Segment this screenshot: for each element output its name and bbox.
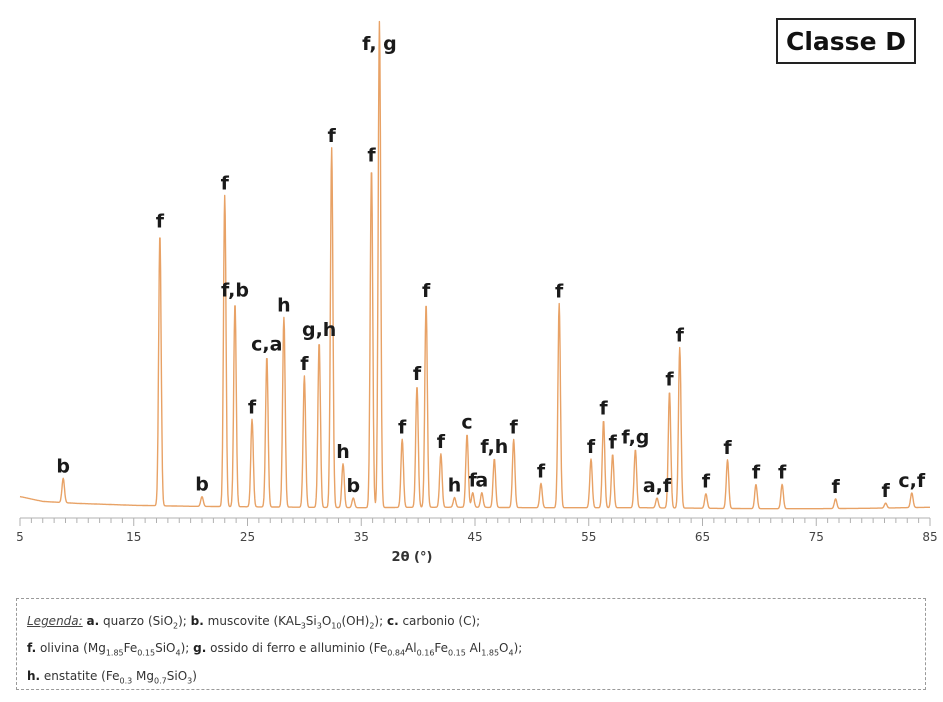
legend-subscript: 3 [300,621,306,631]
legend-subscript: 0.3 [119,676,133,686]
legend-subscript: 0.7 [154,676,167,686]
peak-label: f [248,396,257,418]
legend-line-1: Legenda: a. quarzo (SiO2); b. muscovite … [27,610,915,637]
legend-key: f. [27,641,37,656]
peak-label: f [437,431,446,453]
x-tick-label: 15 [126,530,141,544]
peak-label: b [195,474,209,496]
legend-subscript: 3 [187,676,193,686]
legend-subscript: 2 [369,621,375,631]
peak-label: f [328,125,337,147]
peak-label: f,g [621,426,649,448]
legend-key: c. [386,614,399,628]
peak-label: h [277,295,291,317]
legend-key: b. [190,614,204,628]
peak-label: a,f [643,475,672,497]
peak-label: f [413,363,422,385]
peak-label: f [156,211,165,233]
legend-subscript: 0.16 [416,648,435,658]
peak-label: h [448,475,462,497]
peak-label: c,a [251,333,282,355]
peak-label: f [510,417,519,439]
peak-label: f,b [221,280,249,302]
peak-label: f [300,353,309,375]
x-tick-label: 45 [467,530,482,544]
legend-subscript: 1.85 [105,648,124,658]
panel-label: Classe D [776,18,916,64]
peak-label: f [469,470,478,492]
peak-label: f [778,461,787,483]
x-tick-label: 5 [16,530,24,544]
legend-line-1-content: a. quarzo (SiO2); b. muscovite (KAL3Si3O… [86,614,481,631]
peak-label: f [537,460,546,482]
peak-label: f [555,281,564,303]
diffraction-pattern-line [19,20,931,510]
peak-label: f [599,397,608,419]
legend-subscript: 2 [173,621,179,631]
peak-label: a [475,470,488,492]
legend-key: g. [193,641,207,656]
peak-label: c,f [898,470,925,492]
x-tick-label: 75 [809,530,824,544]
x-tick-label: 65 [695,530,710,544]
peak-label: f [608,431,617,453]
peak-label: f [221,173,230,195]
x-tick-label: 55 [581,530,596,544]
peak-label: h [336,441,350,463]
peak-label: f [702,471,711,493]
peak-label: f, g [362,33,397,55]
peak-label: f [881,480,890,502]
peak-label: f [831,476,840,498]
peak-label: f [587,436,596,458]
legend-title: Legenda: [27,614,83,628]
legend-subscript: 0.15 [137,648,156,658]
peak-label: f [723,437,732,459]
peak-label: g,h [302,319,336,341]
peak-label: f [676,325,685,347]
legend-line-3: h. enstatite (Fe0.3 Mg0.7SiO3) [27,668,197,686]
legend-subscript: 0.84 [387,648,406,658]
peak-label: f [752,461,761,483]
x-tick-label: 85 [922,530,937,544]
legend-key: h. [27,668,41,683]
legend-box: Legenda: a. quarzo (SiO2); b. muscovite … [16,598,926,690]
x-tick-label: 35 [354,530,369,544]
peak-label: f,h [480,436,508,458]
legend-subscript: 4 [175,648,181,658]
legend-subscript: 0.15 [448,648,466,658]
peak-label: b [346,475,360,497]
peak-label: b [56,455,70,477]
peak-label: f [422,280,431,302]
plot-area [19,20,931,510]
peak-label: f [398,416,407,438]
peak-label: c [461,411,472,433]
legend-key: a. [86,614,100,628]
peak-label: f [665,368,674,390]
x-tick-label: 25 [240,530,255,544]
x-axis: 5 15 25 35 45 55 65 75 85 [16,517,938,544]
legend-line-2: f. olivina (Mg1.85Fe0.15SiO4); g. ossido… [27,641,523,658]
x-axis-title: 2θ (°) [392,550,433,565]
legend-subscript: 4 [508,648,514,658]
legend-subscript: 10 [331,621,342,631]
peak-label: f [367,144,376,166]
legend-subscript: 1.85 [481,648,500,658]
legend-subscript: 3 [316,621,322,631]
